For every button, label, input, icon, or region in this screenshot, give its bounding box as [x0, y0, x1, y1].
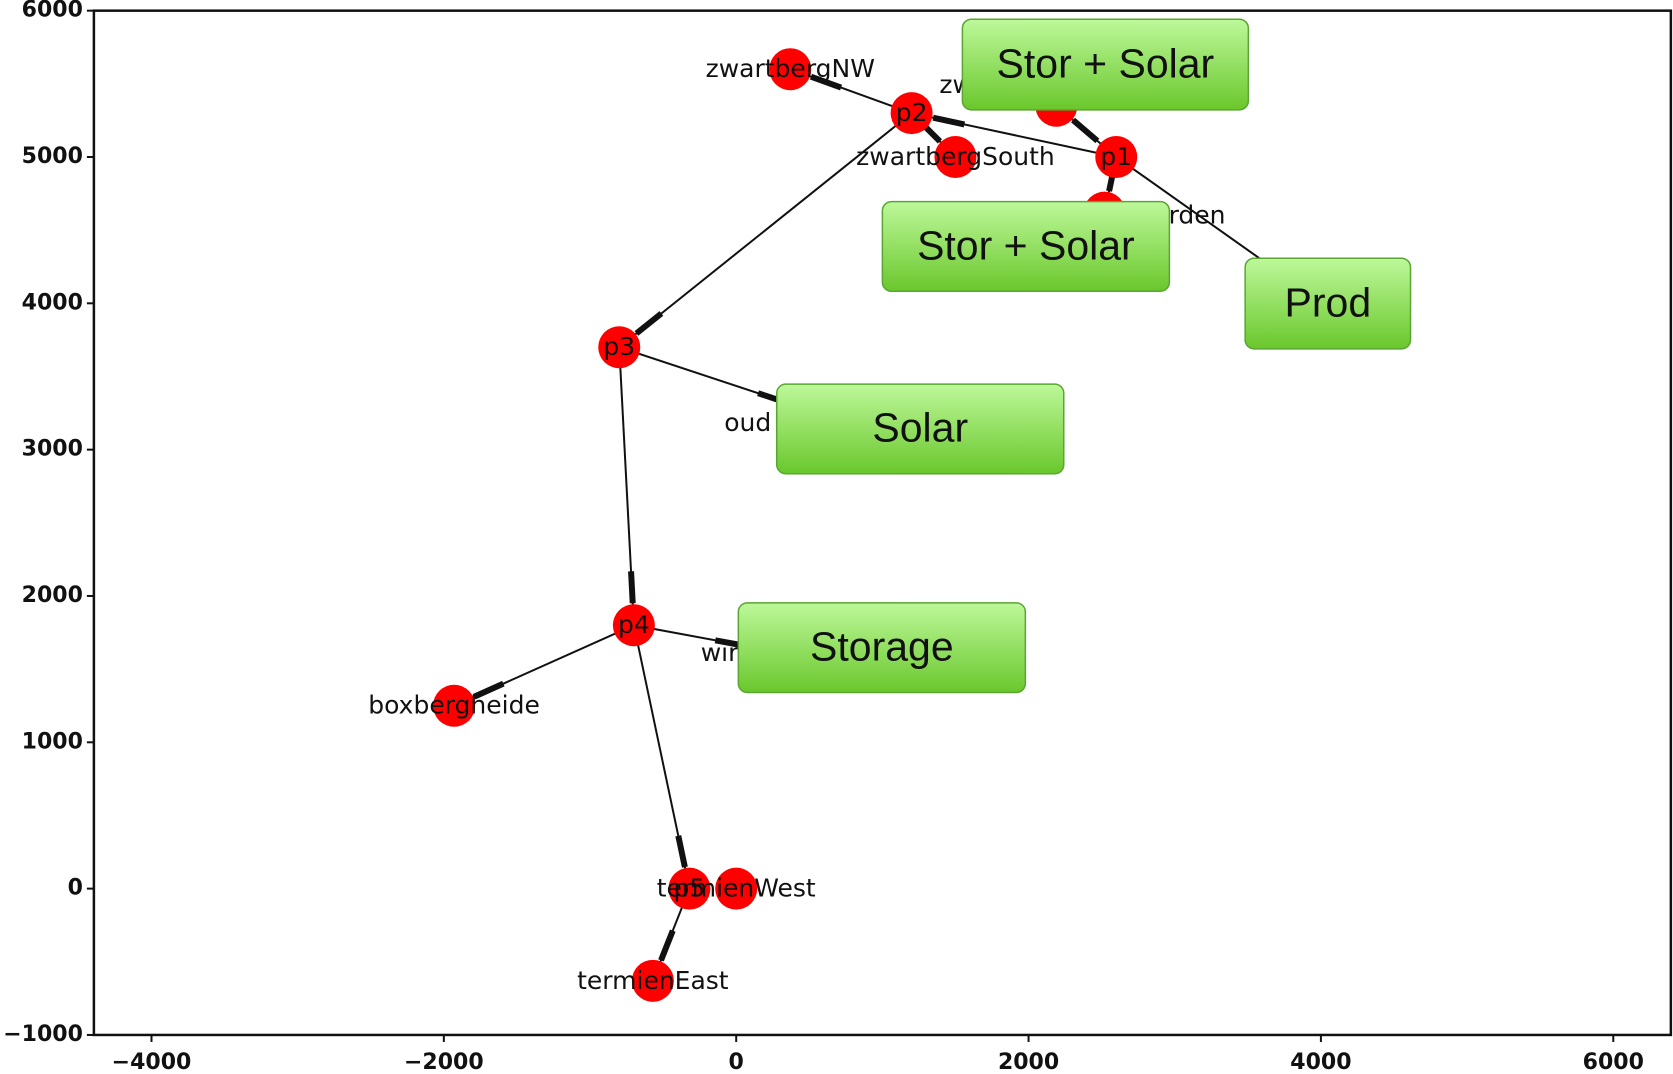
node-label: termienEast: [577, 966, 729, 995]
y-tick-label: 2000: [22, 583, 83, 608]
node-label: p2: [896, 98, 928, 127]
node-label: termienWest: [657, 874, 816, 903]
edge: [789, 68, 912, 115]
node: [631, 959, 674, 1002]
node-label: p3: [603, 332, 635, 361]
node-label: wir: [701, 638, 739, 667]
node: [598, 326, 641, 369]
annotation-box: [1244, 257, 1412, 350]
annotation-box: [776, 383, 1065, 475]
x-tick-label: 0: [729, 1050, 744, 1074]
node-label: zwartbergNW: [706, 54, 875, 83]
node-label: boxbergheide: [368, 691, 540, 720]
node: [612, 604, 655, 647]
node: [769, 48, 812, 91]
y-tick-label: 6000: [22, 0, 83, 23]
annotation-label: Stor + Solar: [917, 222, 1135, 268]
annotation-box: [737, 602, 1027, 694]
x-tick-label: 2000: [998, 1050, 1059, 1074]
annotation-label: Prod: [1285, 279, 1372, 325]
annotation-box: [881, 200, 1171, 293]
x-tick-label: 4000: [1290, 1050, 1351, 1074]
node: [890, 92, 933, 135]
annotation-label: Storage: [810, 623, 954, 669]
y-tick-label: 0: [68, 876, 83, 901]
annotation-label: Stor + Solar: [997, 40, 1215, 86]
x-tick-label: −4000: [112, 1050, 192, 1074]
node: [433, 684, 476, 727]
node-label: oud: [724, 408, 771, 437]
y-tick-label: −1000: [3, 1022, 83, 1047]
node: [1095, 135, 1138, 178]
x-tick-label: −2000: [404, 1050, 484, 1074]
node-label: p1: [1100, 142, 1132, 171]
y-tick-label: 5000: [22, 144, 83, 169]
y-tick-label: 3000: [22, 437, 83, 462]
y-tick-label: 4000: [22, 290, 83, 315]
annotation-label: Solar: [872, 405, 968, 451]
edge-arrow: [472, 680, 505, 700]
node: [934, 135, 977, 178]
edge-arrow: [675, 835, 688, 868]
x-tick-label: 6000: [1583, 1050, 1644, 1074]
y-tick-label: 1000: [22, 729, 83, 754]
edge-arrow: [634, 311, 664, 336]
node-label: rden: [1169, 201, 1226, 230]
plot-frame: [92, 9, 1673, 1037]
edge-arrow: [628, 571, 636, 604]
node: [668, 867, 711, 910]
edge-arrow: [1071, 117, 1100, 144]
node-label: p5: [674, 874, 706, 903]
edge: [618, 112, 913, 349]
edge-arrow: [809, 73, 843, 91]
node-label: p4: [618, 610, 650, 639]
edge-arrow: [658, 929, 676, 962]
node: [715, 867, 758, 910]
node-label: zwartbergSouth: [856, 142, 1055, 171]
annotation-box: [961, 18, 1250, 111]
edge-arrow: [932, 114, 966, 128]
